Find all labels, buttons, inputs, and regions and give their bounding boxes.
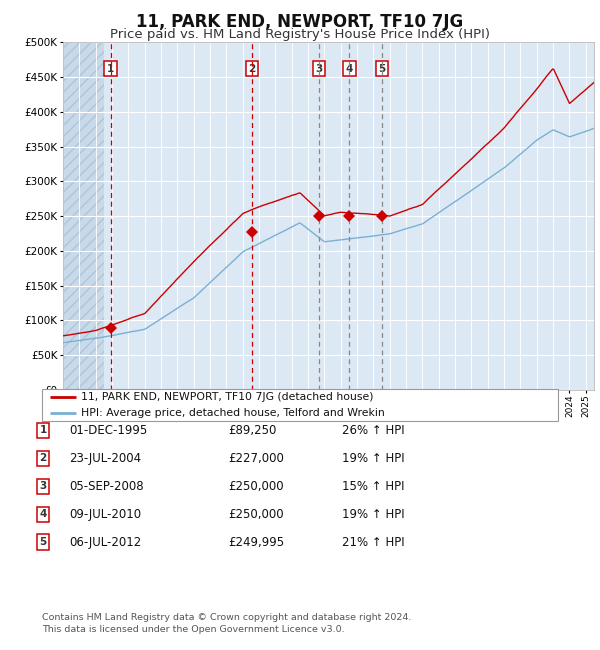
- Text: £249,995: £249,995: [228, 536, 284, 549]
- Text: Contains HM Land Registry data © Crown copyright and database right 2024.
This d: Contains HM Land Registry data © Crown c…: [42, 613, 412, 634]
- Text: 2: 2: [248, 64, 256, 73]
- Text: £227,000: £227,000: [228, 452, 284, 465]
- Text: 19% ↑ HPI: 19% ↑ HPI: [342, 452, 404, 465]
- Text: 3: 3: [316, 64, 323, 73]
- Text: 21% ↑ HPI: 21% ↑ HPI: [342, 536, 404, 549]
- Text: 5: 5: [379, 64, 386, 73]
- Text: 01-DEC-1995: 01-DEC-1995: [69, 424, 147, 437]
- Text: 11, PARK END, NEWPORT, TF10 7JG (detached house): 11, PARK END, NEWPORT, TF10 7JG (detache…: [80, 392, 373, 402]
- Text: £250,000: £250,000: [228, 480, 284, 493]
- Text: 3: 3: [40, 481, 47, 491]
- Text: £250,000: £250,000: [228, 508, 284, 521]
- Text: 23-JUL-2004: 23-JUL-2004: [69, 452, 141, 465]
- Text: 11, PARK END, NEWPORT, TF10 7JG: 11, PARK END, NEWPORT, TF10 7JG: [136, 13, 464, 31]
- Text: 4: 4: [40, 509, 47, 519]
- Bar: [63, 42, 104, 390]
- Text: £89,250: £89,250: [228, 424, 277, 437]
- Text: 5: 5: [40, 537, 47, 547]
- Text: 1: 1: [107, 64, 115, 73]
- Text: 09-JUL-2010: 09-JUL-2010: [69, 508, 141, 521]
- FancyBboxPatch shape: [42, 389, 558, 421]
- Text: Price paid vs. HM Land Registry's House Price Index (HPI): Price paid vs. HM Land Registry's House …: [110, 28, 490, 41]
- Text: 1: 1: [40, 425, 47, 436]
- Text: 19% ↑ HPI: 19% ↑ HPI: [342, 508, 404, 521]
- Text: 2: 2: [40, 453, 47, 463]
- Text: HPI: Average price, detached house, Telford and Wrekin: HPI: Average price, detached house, Telf…: [80, 408, 385, 418]
- Text: 05-SEP-2008: 05-SEP-2008: [69, 480, 143, 493]
- Text: 26% ↑ HPI: 26% ↑ HPI: [342, 424, 404, 437]
- Text: 15% ↑ HPI: 15% ↑ HPI: [342, 480, 404, 493]
- Text: 4: 4: [346, 64, 353, 73]
- Text: 06-JUL-2012: 06-JUL-2012: [69, 536, 141, 549]
